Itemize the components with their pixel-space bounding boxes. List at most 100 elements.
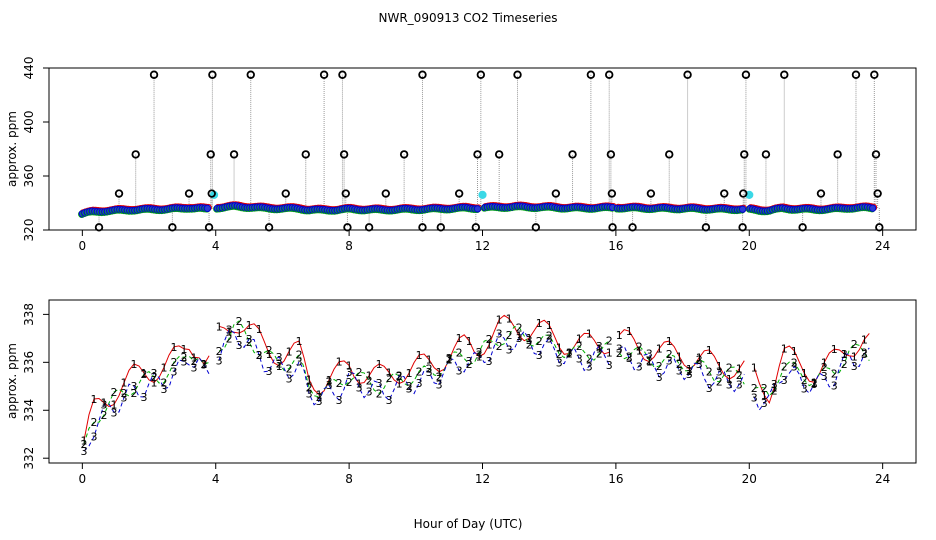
outlier-point [343, 223, 352, 232]
series-3-marker: 3 [366, 386, 373, 399]
top-panel-points [78, 70, 884, 232]
series-3-marker: 3 [751, 391, 758, 404]
series-1-marker: 1 [616, 329, 623, 342]
series-3-marker: 3 [151, 367, 158, 380]
series-1-marker: 1 [151, 376, 158, 389]
top-panel-y-axis: 320 360 400 440 [22, 57, 50, 241]
bottom-panel-y-tick-label: 336 [22, 351, 36, 374]
series-3-marker: 3 [616, 343, 623, 356]
outlier-point [701, 223, 711, 232]
baseline-point-3 [203, 204, 212, 213]
series-3-marker: 3 [636, 360, 643, 373]
series-3-marker: 3 [821, 370, 828, 383]
series-2-marker: 2 [191, 355, 198, 368]
series-2-marker: 2 [506, 329, 513, 342]
bottom-panel-x-tick-label: 12 [475, 472, 490, 486]
series-3-marker: 3 [726, 378, 733, 391]
series-1-marker: 1 [656, 343, 663, 356]
series-3-marker: 3 [416, 377, 423, 390]
series-3-marker: 3 [496, 328, 503, 341]
top-panel-x-axis: 0 4 8 12 16 20 24 [79, 230, 890, 253]
series-3-marker: 3 [101, 399, 108, 412]
series-3-marker: 3 [656, 371, 663, 384]
series-2-marker: 2 [246, 336, 253, 349]
series-1-marker: 1 [396, 378, 403, 391]
series-2-marker: 2 [396, 370, 403, 383]
series-2-marker: 2 [91, 416, 98, 429]
outlier-point [761, 150, 771, 159]
series-2-marker: 2 [656, 360, 663, 373]
outlier-point [875, 223, 884, 232]
series-2-marker: 2 [376, 387, 383, 400]
top-panel-y-tick-label: 440 [22, 57, 36, 80]
series-2-marker: 2 [616, 347, 623, 360]
series-3-marker: 3 [676, 365, 683, 378]
series-2-marker: 2 [416, 365, 423, 378]
outlier-point [381, 189, 390, 198]
series-3-marker: 3 [781, 374, 788, 387]
series-3-marker: 3 [476, 349, 483, 362]
x-axis-label: Hour of Day (UTC) [414, 517, 523, 531]
series-1-marker: 1 [781, 342, 788, 355]
top-panel-x-tick-label: 0 [79, 239, 87, 253]
series-2-marker: 2 [706, 366, 713, 379]
outlier-point [454, 189, 464, 198]
series-2-marker: 2 [326, 375, 333, 388]
series-3-marker: 3 [181, 356, 188, 369]
series-1-marker: 1 [111, 398, 118, 411]
series-3-marker: 3 [141, 391, 148, 404]
highlight-point [478, 190, 487, 199]
series-2-marker: 2 [436, 370, 443, 383]
outlier-point [418, 70, 427, 79]
series-2-marker: 2 [466, 358, 473, 371]
series-2-marker: 2 [141, 368, 148, 381]
series-2-marker: 2 [216, 345, 223, 358]
series-2-marker: 2 [316, 391, 323, 404]
bottom-panel-y-axis: 332 334 336 338 [22, 303, 50, 470]
series-1-marker: 1 [771, 381, 778, 394]
series-1-marker: 1 [626, 325, 633, 338]
series-2-marker: 2 [256, 349, 263, 362]
series-2-marker: 2 [761, 382, 768, 395]
series-1-marker: 1 [506, 313, 513, 326]
outlier-point [531, 223, 541, 232]
series-2-marker: 2 [771, 384, 778, 397]
series-2-marker: 2 [266, 344, 273, 357]
series-3-marker: 3 [626, 352, 633, 365]
series-2-marker: 2 [636, 340, 643, 353]
series-1-marker: 1 [201, 358, 208, 371]
series-1-marker: 1 [266, 348, 273, 361]
series-2-marker: 2 [781, 361, 788, 374]
series-1-marker: 1 [456, 332, 463, 345]
outlier-point [870, 70, 879, 79]
outlier-point [568, 150, 577, 159]
series-3-marker: 3 [506, 344, 513, 357]
series-1-marker: 1 [726, 373, 733, 386]
series-1-marker: 1 [686, 363, 693, 376]
series-3-marker: 3 [666, 355, 673, 368]
series-1-marker: 1 [556, 341, 563, 354]
series-2-marker: 2 [576, 340, 583, 353]
series-3-marker: 3 [386, 394, 393, 407]
series-1-marker: 1 [736, 363, 743, 376]
series-3-marker: 3 [516, 332, 523, 345]
series-1-marker: 1 [91, 393, 98, 406]
series-2-marker: 2 [446, 353, 453, 366]
series-2-line [218, 320, 610, 398]
series-1-marker: 1 [811, 376, 818, 389]
series-3-marker: 3 [201, 359, 208, 372]
outlier-point [149, 70, 159, 79]
outlier-point [206, 150, 215, 159]
series-3-marker: 3 [296, 355, 303, 368]
bottom-panel-x-axis: 0 4 8 12 16 20 24 [79, 463, 890, 486]
bottom-panel-y-label: approx. ppm [5, 343, 19, 419]
outlier-point [873, 189, 882, 198]
series-2-marker: 2 [676, 358, 683, 371]
series-1-marker: 1 [851, 350, 858, 363]
series-2-marker: 2 [496, 340, 503, 353]
series-1-marker: 1 [576, 332, 583, 345]
series-1-marker: 1 [336, 356, 343, 369]
series-3-line [753, 347, 870, 412]
outlier-point [798, 223, 807, 232]
